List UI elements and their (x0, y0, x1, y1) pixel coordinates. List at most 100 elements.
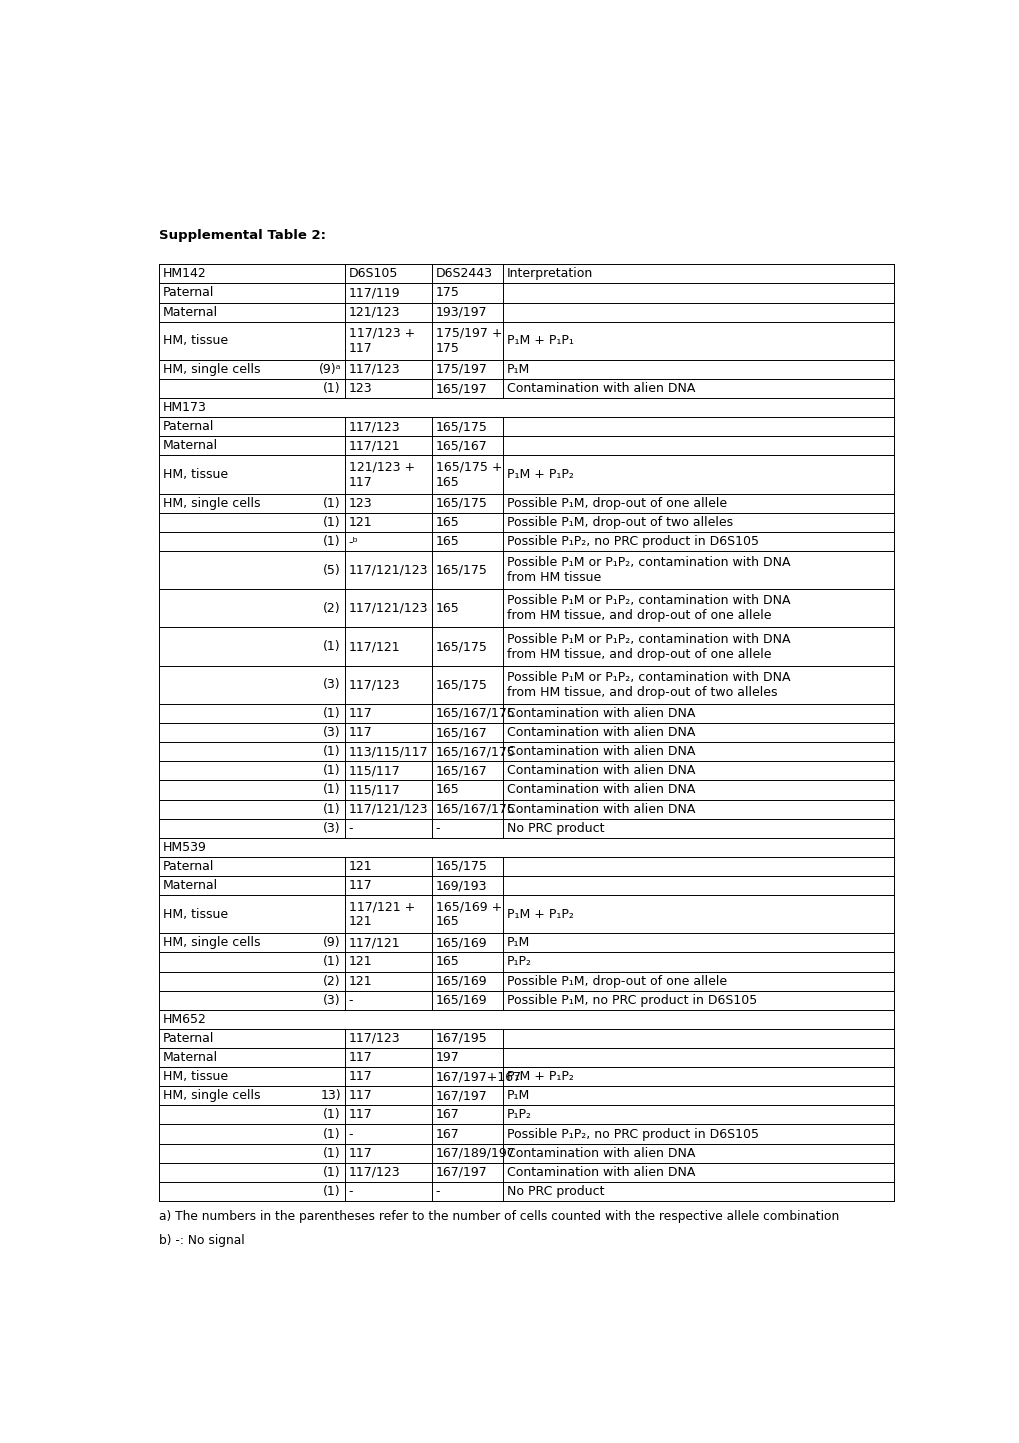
Text: 117/119: 117/119 (348, 287, 400, 300)
Text: 165: 165 (435, 784, 460, 797)
Text: 165/175: 165/175 (435, 860, 487, 873)
Text: HM142: HM142 (163, 267, 207, 280)
Text: 117/123: 117/123 (348, 678, 400, 691)
Text: 175/197: 175/197 (435, 362, 487, 377)
Text: 115/117: 115/117 (348, 765, 400, 778)
Text: 117/121: 117/121 (348, 937, 400, 949)
Text: 165/175: 165/175 (435, 420, 487, 433)
Text: 117/123: 117/123 (348, 420, 400, 433)
Text: (1): (1) (323, 784, 340, 797)
Text: No PRC product: No PRC product (506, 1185, 604, 1198)
Text: 117: 117 (348, 707, 372, 720)
Text: (1): (1) (323, 382, 340, 395)
Text: 117: 117 (348, 1071, 372, 1084)
Text: P₁M: P₁M (506, 1089, 530, 1102)
Text: 117/121: 117/121 (348, 641, 400, 654)
Text: 117: 117 (348, 726, 372, 739)
Text: 117: 117 (348, 879, 372, 892)
Text: P₁M + P₁P₂: P₁M + P₁P₂ (506, 468, 574, 481)
Text: (9): (9) (323, 937, 340, 949)
Text: -ᵇ: -ᵇ (348, 535, 359, 548)
Text: Interpretation: Interpretation (506, 267, 593, 280)
Text: 165/167: 165/167 (435, 726, 487, 739)
Text: 117/123: 117/123 (348, 1166, 400, 1179)
Text: P₁P₂: P₁P₂ (506, 955, 532, 968)
Text: 165: 165 (435, 515, 460, 528)
Text: HM173: HM173 (163, 401, 207, 414)
Text: (2): (2) (323, 602, 340, 615)
Text: (1): (1) (323, 802, 340, 815)
Text: -: - (348, 821, 353, 834)
Text: 117: 117 (348, 1147, 372, 1160)
Text: 121: 121 (348, 974, 372, 987)
Text: P₁M + P₁P₁: P₁M + P₁P₁ (506, 335, 574, 348)
Text: (1): (1) (323, 1185, 340, 1198)
Text: 167: 167 (435, 1127, 460, 1140)
Text: 165/169: 165/169 (435, 994, 487, 1007)
Text: (1): (1) (323, 1147, 340, 1160)
Text: Contamination with alien DNA: Contamination with alien DNA (506, 802, 695, 815)
Text: Possible P₁P₂, no PRC product in D6S105: Possible P₁P₂, no PRC product in D6S105 (506, 535, 758, 548)
Text: (1): (1) (323, 1127, 340, 1140)
Text: Supplemental Table 2:: Supplemental Table 2: (159, 228, 326, 242)
Text: 121/123: 121/123 (348, 306, 399, 319)
Text: 121: 121 (348, 955, 372, 968)
Text: HM539: HM539 (163, 841, 207, 854)
Text: P₁M: P₁M (506, 362, 530, 377)
Text: 165: 165 (435, 602, 460, 615)
Text: 167/195: 167/195 (435, 1032, 487, 1045)
Text: 165/175: 165/175 (435, 564, 487, 577)
Text: 165/167: 165/167 (435, 765, 487, 778)
Text: 165/167/175: 165/167/175 (435, 707, 516, 720)
Text: 165/169: 165/169 (435, 937, 487, 949)
Text: 165: 165 (435, 535, 460, 548)
Text: (3): (3) (323, 678, 340, 691)
Text: 175/197 +
175: 175/197 + 175 (435, 326, 501, 355)
Text: (1): (1) (323, 535, 340, 548)
Text: -: - (348, 994, 353, 1007)
Text: 117/123: 117/123 (348, 362, 400, 377)
Text: Possible P₁M, no PRC product in D6S105: Possible P₁M, no PRC product in D6S105 (506, 994, 756, 1007)
Text: 165/175: 165/175 (435, 496, 487, 509)
Text: HM, single cells: HM, single cells (163, 937, 260, 949)
Text: (1): (1) (323, 515, 340, 528)
Text: -: - (348, 1127, 353, 1140)
Text: Contamination with alien DNA: Contamination with alien DNA (506, 707, 695, 720)
Text: 117: 117 (348, 1108, 372, 1121)
Text: Possible P₁M or P₁P₂, contamination with DNA
from HM tissue, and drop-out of one: Possible P₁M or P₁P₂, contamination with… (506, 632, 790, 661)
Text: 117/123 +
117: 117/123 + 117 (348, 326, 415, 355)
Text: P₁P₂: P₁P₂ (506, 1108, 532, 1121)
Text: 121: 121 (348, 860, 372, 873)
Text: (1): (1) (323, 1166, 340, 1179)
Text: HM, single cells: HM, single cells (163, 1089, 260, 1102)
Text: 121: 121 (348, 515, 372, 528)
Text: 117/121/123: 117/121/123 (348, 802, 428, 815)
Text: Contamination with alien DNA: Contamination with alien DNA (506, 784, 695, 797)
Text: (1): (1) (323, 1108, 340, 1121)
Text: 165/169 +
165: 165/169 + 165 (435, 900, 501, 928)
Text: (3): (3) (323, 821, 340, 834)
Text: 165/197: 165/197 (435, 382, 487, 395)
Text: Contamination with alien DNA: Contamination with alien DNA (506, 765, 695, 778)
Text: 121/123 +
117: 121/123 + 117 (348, 460, 415, 489)
Text: 117: 117 (348, 1051, 372, 1063)
Text: HM, tissue: HM, tissue (163, 468, 228, 481)
Text: 169/193: 169/193 (435, 879, 487, 892)
Text: 197: 197 (435, 1051, 460, 1063)
Text: 113/115/117: 113/115/117 (348, 745, 428, 758)
Text: Possible P₁M, drop-out of one allele: Possible P₁M, drop-out of one allele (506, 974, 727, 987)
Text: 123: 123 (348, 382, 372, 395)
Text: 123: 123 (348, 496, 372, 509)
Text: Possible P₁M, drop-out of one allele: Possible P₁M, drop-out of one allele (506, 496, 727, 509)
Text: 175: 175 (435, 287, 460, 300)
Text: Maternal: Maternal (163, 1051, 218, 1063)
Text: Paternal: Paternal (163, 1032, 214, 1045)
Text: Contamination with alien DNA: Contamination with alien DNA (506, 1166, 695, 1179)
Text: Maternal: Maternal (163, 306, 218, 319)
Text: (9)ᵃ: (9)ᵃ (318, 362, 340, 377)
Text: 13): 13) (320, 1089, 340, 1102)
Text: Possible P₁M or P₁P₂, contamination with DNA
from HM tissue, and drop-out of two: Possible P₁M or P₁P₂, contamination with… (506, 671, 790, 698)
Text: HM652: HM652 (163, 1013, 207, 1026)
Text: 193/197: 193/197 (435, 306, 487, 319)
Text: HM, tissue: HM, tissue (163, 908, 228, 921)
